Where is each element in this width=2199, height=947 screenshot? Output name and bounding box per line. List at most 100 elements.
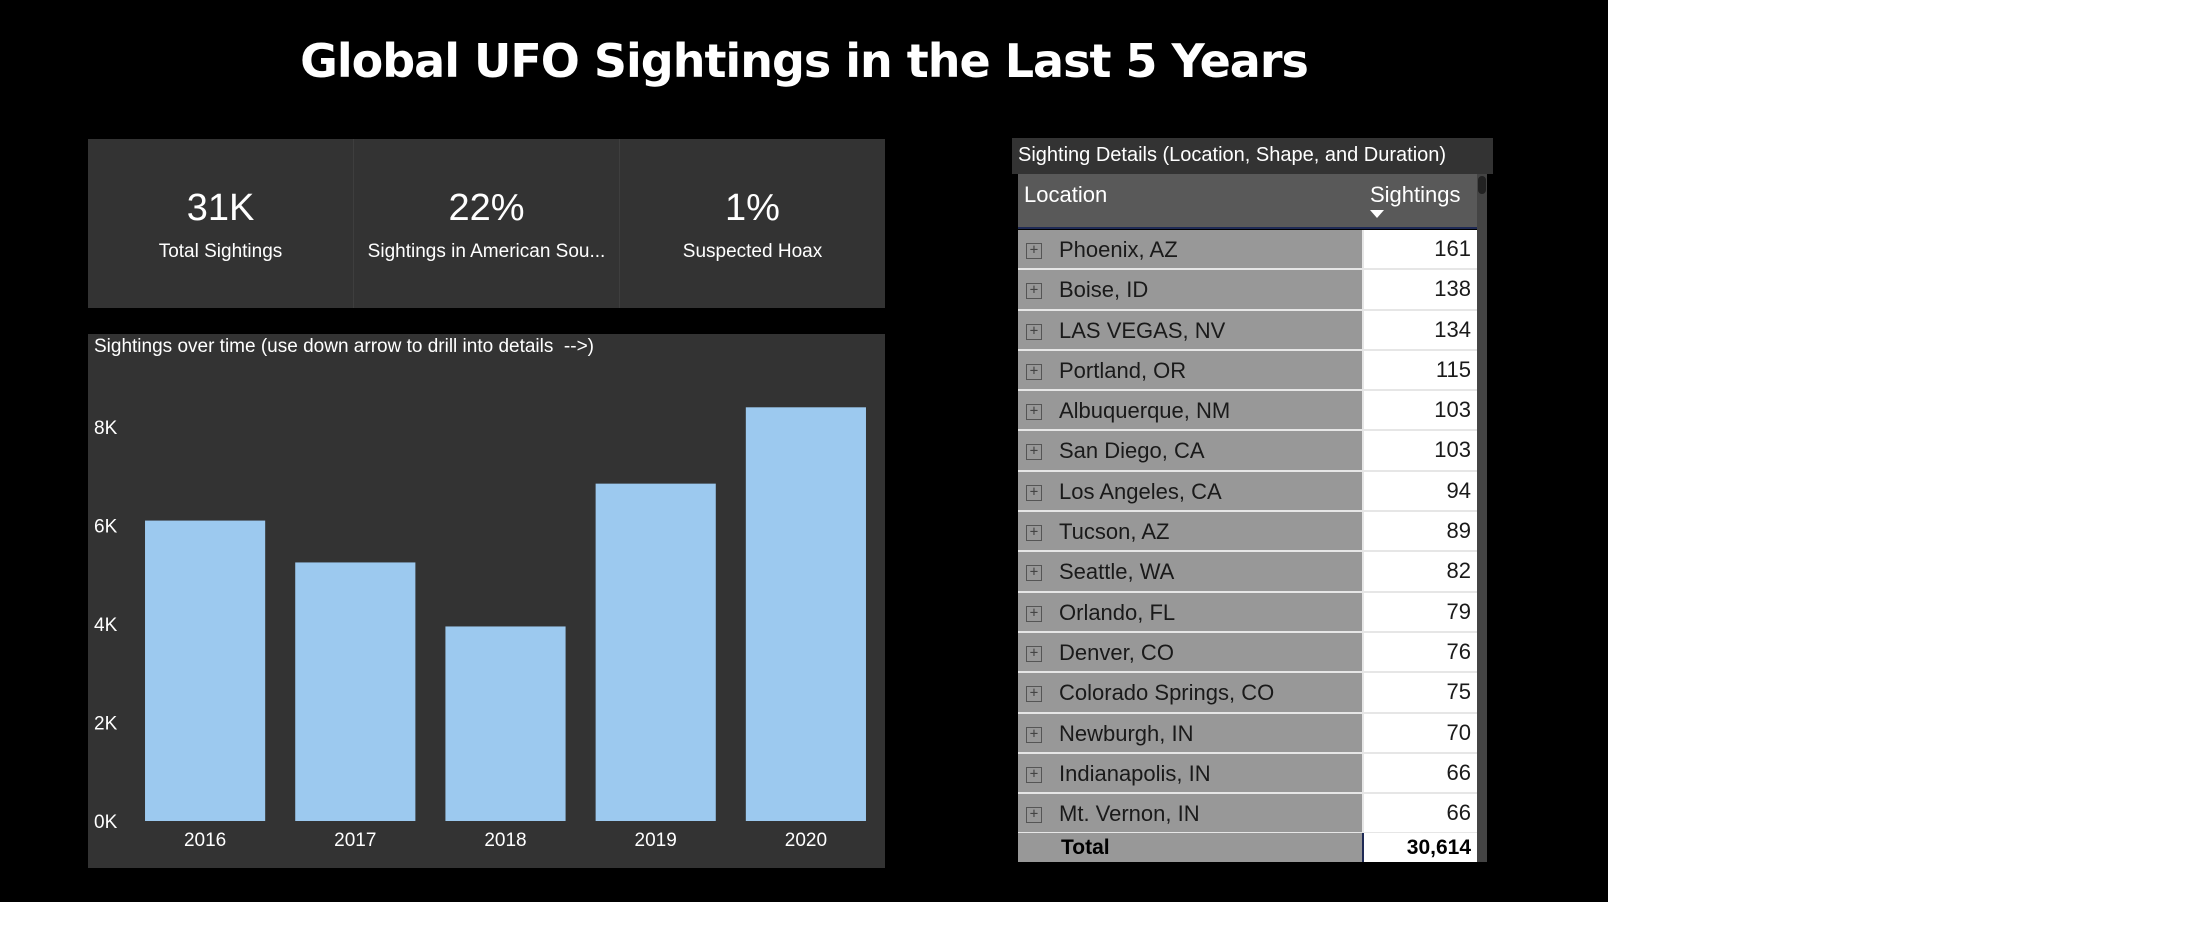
table-row[interactable]: + Colorado Springs, CO 75 <box>1018 673 1477 714</box>
expand-plus-icon[interactable]: + <box>1026 807 1042 824</box>
location-text: Mt. Vernon, IN <box>1059 801 1200 827</box>
location-cell: + Portland, OR <box>1018 350 1364 390</box>
location-text: Tucson, AZ <box>1059 519 1170 545</box>
sightings-cell: 103 <box>1364 391 1477 430</box>
bar-2019[interactable] <box>595 483 716 821</box>
total-label: Total <box>1018 833 1364 862</box>
expand-plus-icon[interactable]: + <box>1026 484 1042 501</box>
kpi-row: 31K Total Sightings 22% Sightings in Ame… <box>88 139 885 308</box>
y-tick-label: 4K <box>94 615 118 636</box>
table-row[interactable]: + Seattle, WA 82 <box>1018 552 1477 593</box>
sightings-cell: 161 <box>1364 230 1477 269</box>
y-tick-label: 6K <box>94 517 118 538</box>
bar-chart-svg[interactable]: 0K 2K 4K 6K 8K 2016 2017 2018 2019 2020 <box>88 334 885 868</box>
column-header-location[interactable]: Location <box>1024 182 1108 207</box>
kpi-value: 31K <box>186 186 255 229</box>
kpi-label: Sightings in American Sou... <box>367 240 606 262</box>
location-cell: + Phoenix, AZ <box>1018 230 1364 269</box>
table-row[interactable]: + San Diego, CA 103 <box>1018 431 1477 472</box>
x-tick-label: 2018 <box>484 830 526 851</box>
sightings-over-time-chart[interactable]: Sightings over time (use down arrow to d… <box>88 334 885 868</box>
location-cell: + Newburgh, IN <box>1018 713 1364 752</box>
kpi-card-total-sightings[interactable]: 31K Total Sightings <box>88 139 354 308</box>
table-row[interactable]: + Boise, ID 138 <box>1018 270 1477 311</box>
expand-plus-icon[interactable]: + <box>1026 565 1042 582</box>
sightings-cell: 138 <box>1364 270 1477 309</box>
location-cell: + Seattle, WA <box>1018 552 1364 591</box>
y-tick-label: 0K <box>94 812 118 833</box>
table-total-row: Total 30,614 <box>1018 833 1477 862</box>
column-header-sightings[interactable]: Sightings <box>1370 182 1461 207</box>
expand-plus-icon[interactable]: + <box>1026 283 1042 300</box>
sightings-cell: 66 <box>1364 753 1477 793</box>
table-row[interactable]: + LAS VEGAS, NV 134 <box>1018 310 1477 351</box>
expand-plus-icon[interactable]: + <box>1026 726 1042 743</box>
location-text: LAS VEGAS, NV <box>1059 317 1226 343</box>
expand-plus-icon[interactable]: + <box>1026 323 1042 340</box>
location-text: Portland, OR <box>1059 357 1187 383</box>
kpi-label: Total Sightings <box>158 240 283 262</box>
expand-plus-icon[interactable]: + <box>1026 444 1042 461</box>
location-cell: + Colorado Springs, CO <box>1018 673 1364 712</box>
table-title: Sighting Details (Location, Shape, and D… <box>1012 138 1493 174</box>
location-text: Los Angeles, CA <box>1059 478 1222 504</box>
table-scrollbar[interactable] <box>1477 174 1487 862</box>
y-tick-label: 8K <box>94 418 118 439</box>
location-cell: + Albuquerque, NM <box>1018 391 1364 430</box>
expand-plus-icon[interactable]: + <box>1026 525 1042 542</box>
location-text: Albuquerque, NM <box>1059 398 1231 424</box>
table-row[interactable]: + Portland, OR 115 <box>1018 350 1477 392</box>
expand-plus-icon[interactable]: + <box>1026 404 1042 421</box>
location-text: Newburgh, IN <box>1059 720 1194 746</box>
location-text: Denver, CO <box>1059 639 1174 665</box>
expand-plus-icon[interactable]: + <box>1026 605 1042 622</box>
table-row[interactable]: + Orlando, FL 79 <box>1018 592 1477 633</box>
report-canvas: Global UFO Sightings in the Last 5 Years… <box>0 0 1608 902</box>
sightings-cell: 70 <box>1364 713 1477 752</box>
location-text: Colorado Springs, CO <box>1059 680 1275 706</box>
location-cell: + Los Angeles, CA <box>1018 471 1364 511</box>
table-row[interactable]: + Indianapolis, IN 66 <box>1018 753 1477 795</box>
location-cell: + Boise, ID <box>1018 270 1364 309</box>
table-row[interactable]: + Mt. Vernon, IN 66 <box>1018 794 1477 835</box>
bar-2018[interactable] <box>445 626 566 821</box>
location-text: Phoenix, AZ <box>1059 237 1178 262</box>
location-cell: + Orlando, FL <box>1018 592 1364 631</box>
bar-2020[interactable] <box>745 407 866 821</box>
expand-plus-icon[interactable]: + <box>1026 363 1042 380</box>
x-tick-label: 2016 <box>184 830 226 851</box>
location-text: Orlando, FL <box>1059 599 1176 625</box>
sightings-cell: 103 <box>1364 431 1477 470</box>
kpi-card-suspected-hoax[interactable]: 1% Suspected Hoax <box>620 139 885 308</box>
sightings-cell: 79 <box>1364 592 1477 631</box>
table-row[interactable]: + Albuquerque, NM 103 <box>1018 391 1477 432</box>
expand-plus-icon[interactable]: + <box>1026 243 1042 259</box>
table-row[interactable]: + Phoenix, AZ 161 <box>1018 230 1477 271</box>
expand-plus-icon[interactable]: + <box>1026 766 1042 783</box>
bar-2017[interactable] <box>295 562 416 821</box>
kpi-value: 22% <box>448 186 525 229</box>
y-tick-label: 2K <box>94 714 118 735</box>
table-header: Location Sightings <box>1018 174 1477 229</box>
table-row[interactable]: + Los Angeles, CA 94 <box>1018 471 1477 513</box>
kpi-card-american-southwest[interactable]: 22% Sightings in American Sou... <box>354 139 620 308</box>
sort-descending-icon[interactable] <box>1370 210 1384 218</box>
expand-plus-icon[interactable]: + <box>1026 645 1042 662</box>
bar-2016[interactable] <box>145 520 266 821</box>
table-row[interactable]: + Tucson, AZ 89 <box>1018 512 1477 553</box>
sightings-cell: 134 <box>1364 310 1477 349</box>
sighting-details-table[interactable]: Location Sightings + Phoenix, AZ 161 + Boise… <box>1018 174 1477 862</box>
location-text: San Diego, CA <box>1059 438 1205 464</box>
table-row[interactable]: + Denver, CO 76 <box>1018 632 1477 674</box>
x-tick-label: 2017 <box>334 830 376 851</box>
sightings-cell: 115 <box>1364 350 1477 390</box>
location-cell: + Indianapolis, IN <box>1018 753 1364 793</box>
scrollbar-thumb[interactable] <box>1478 176 1486 194</box>
location-text: Indianapolis, IN <box>1059 760 1211 786</box>
location-text: Seattle, WA <box>1059 559 1175 585</box>
expand-plus-icon[interactable]: + <box>1026 686 1042 703</box>
table-row[interactable]: + Newburgh, IN 70 <box>1018 713 1477 754</box>
kpi-value: 1% <box>725 186 780 229</box>
location-cell: + Denver, CO <box>1018 632 1364 672</box>
x-tick-label: 2019 <box>635 830 677 851</box>
